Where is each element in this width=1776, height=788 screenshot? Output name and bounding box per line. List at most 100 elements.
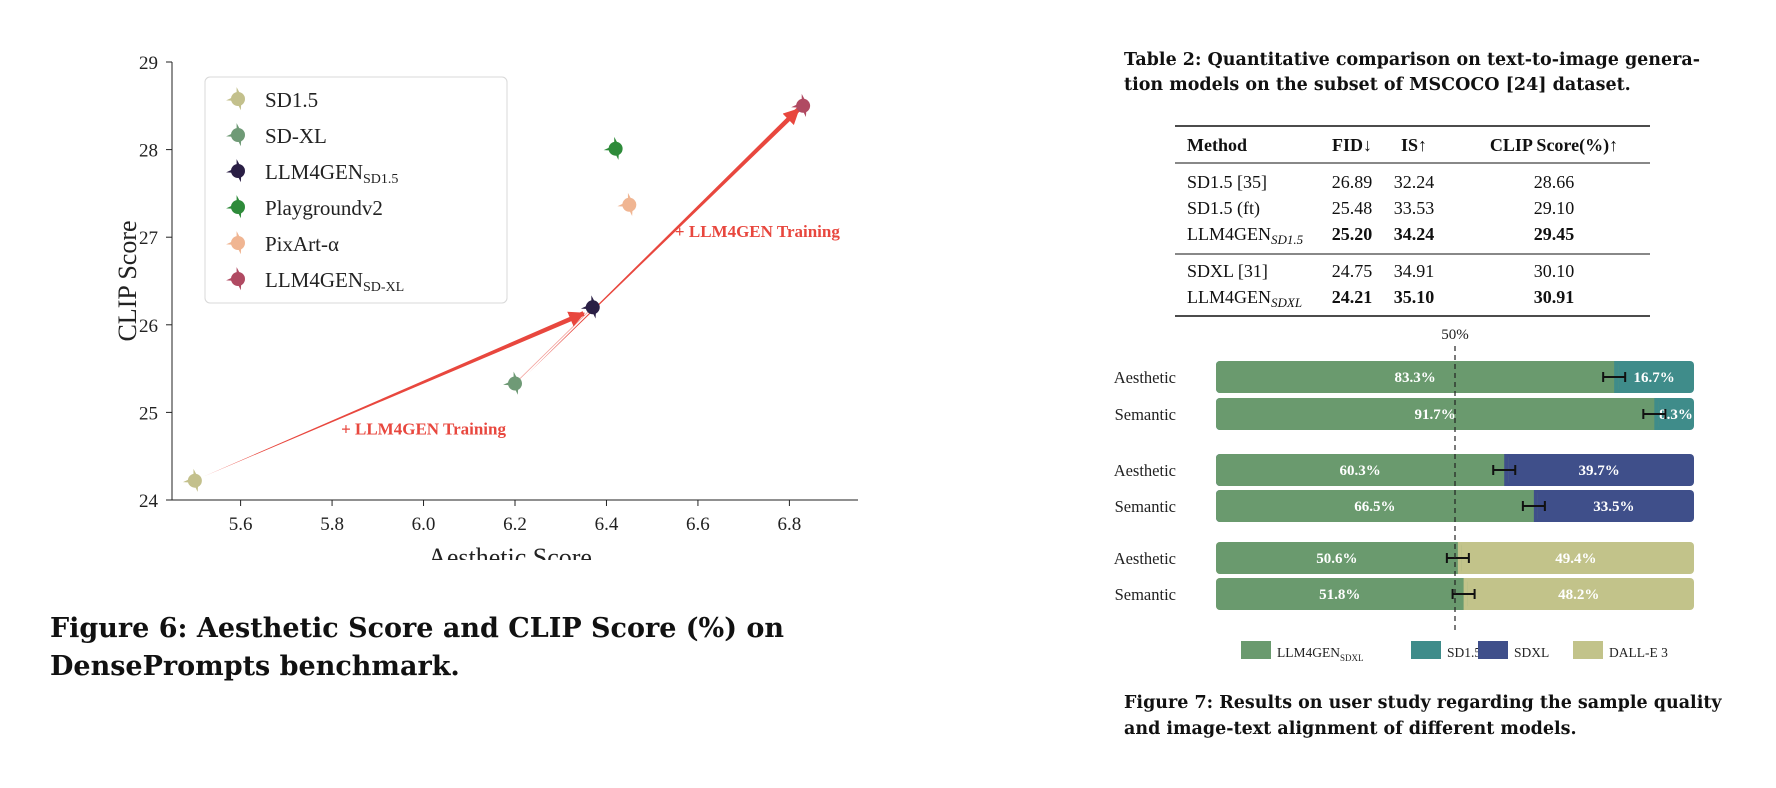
legend-item: Playgroundv2 [226, 195, 383, 220]
fig7-legend-label: SDXL [1514, 645, 1549, 660]
fig7-legend-swatch [1573, 641, 1603, 659]
bar-row-semantic: Semantic 91.7% 8.3% [1115, 398, 1694, 430]
data-point-llm4gen-sd1-5 [580, 295, 600, 319]
legend-box [204, 76, 508, 304]
annotation-training-2: + LLM4GEN Training [675, 222, 840, 241]
arrow-sd15-to-llm4gen [204, 311, 585, 477]
figure7-caption-line1: Figure 7: Results on user study regardin… [1124, 693, 1722, 713]
table2-caption-line1: Table 2: Quantitative comparison on text… [1124, 50, 1700, 70]
annotation-training-1: + LLM4GEN Training [341, 419, 506, 438]
point-fin [192, 480, 199, 492]
bar-row-semantic: Semantic 66.5% 33.5% [1115, 490, 1694, 522]
y-tick-label: 28 [139, 141, 158, 162]
figure6-scatter-chart: 5.6 5.8 6.0 6.2 6.4 6.6 6.8 24 25 26 27 28 29 Aesthet… [113, 53, 858, 560]
fig7-legend-item: DALL-E 3 [1573, 641, 1668, 660]
legend-item: SD1.5 [226, 87, 318, 112]
bar-segment-left [1216, 490, 1538, 522]
figure7-caption: Figure 7: Results on user study regardin… [1124, 690, 1764, 742]
point-fin [235, 279, 242, 291]
table-cell-method: SDXL [31] [1187, 261, 1268, 281]
legend-label: LLM4GENSD1.5 [265, 160, 398, 187]
y-tick-label: 29 [139, 53, 158, 74]
point-fin [226, 275, 241, 282]
table-row: SD1.5 (ft) 25.48 33.53 29.10 [1187, 198, 1574, 219]
connector-line [514, 306, 594, 384]
legend-label: Playgroundv2 [265, 196, 383, 220]
table-row: SD1.5 [35] 26.89 32.24 28.66 [1187, 172, 1574, 192]
bar-value-right: 48.2% [1558, 587, 1599, 603]
legend-item: LLM4GENSD1.5 [226, 159, 398, 187]
table-row: SDXL [31] 24.75 34.91 30.10 [1187, 261, 1574, 281]
point-fin [226, 203, 241, 210]
point-fin [235, 171, 242, 183]
y-tick-label: 26 [139, 316, 158, 337]
reference-line-label: 50% [1441, 327, 1469, 343]
data-point-sd-xl [503, 371, 522, 395]
fig7-legend-label: DALL-E 3 [1609, 645, 1668, 660]
bar-row-aesthetic: Aesthetic 83.3% 16.7% [1114, 361, 1694, 393]
point-fin [226, 95, 241, 102]
point-fin [613, 148, 620, 160]
figure6-caption: Figure 6: Aesthetic Score and CLIP Score… [50, 613, 785, 682]
legend-label: LLM4GENSD-XL [265, 268, 404, 295]
bar-segment-left [1216, 542, 1462, 574]
bar-value-right: 49.4% [1555, 551, 1596, 567]
bar-segment-left [1216, 398, 1659, 430]
point-fin [226, 131, 241, 138]
table-cell-is: 35.10 [1394, 287, 1435, 307]
bar-value-left: 51.8% [1319, 587, 1360, 603]
legend-item: LLM4GENSD-XL [226, 267, 404, 295]
point-fin [791, 102, 806, 108]
point-fin [627, 204, 633, 216]
x-axis-label: Aesthetic Score [428, 543, 592, 560]
table-cell-method: LLM4GENSDXL [1187, 287, 1302, 310]
point-fin [617, 201, 632, 207]
table-cell-clip: 29.45 [1534, 224, 1575, 244]
table-row: LLM4GENSDXL 24.21 35.10 30.91 [1187, 287, 1574, 310]
bar-value-left: 50.6% [1316, 551, 1357, 567]
fig7-legend-swatch [1241, 641, 1271, 659]
legend: SD1.5 SD-XL LLM4GENSD1.5 Playgroundv2 PixArt… [204, 76, 508, 304]
fig7-legend-item: LLM4GENSDXL [1241, 641, 1364, 663]
bar-row-label: Semantic [1115, 585, 1176, 604]
table-cell-clip: 28.66 [1534, 172, 1575, 192]
table-header-cell: FID↓ [1332, 135, 1372, 155]
fig7-legend-item: SD1.5 [1411, 641, 1481, 660]
table-cell-is: 32.24 [1394, 172, 1435, 192]
bar-row-label: Semantic [1115, 405, 1176, 424]
point-fin [235, 243, 242, 255]
x-tick-label: 6.6 [686, 514, 710, 535]
table-header-cell: Method [1187, 135, 1247, 155]
bar-value-right: 16.7% [1633, 370, 1674, 386]
table-cell-is: 34.24 [1394, 224, 1435, 244]
x-tick-label: 5.6 [229, 514, 253, 535]
bar-value-left: 83.3% [1394, 370, 1435, 386]
y-tick-label: 25 [139, 403, 158, 424]
bar-segment-left [1216, 361, 1619, 393]
bar-value-right: 8.3% [1659, 407, 1693, 423]
legend-label: SD-XL [265, 124, 327, 148]
bar-row-aesthetic: Aesthetic 60.3% 39.7% [1114, 454, 1694, 486]
table-cell-clip: 30.10 [1534, 261, 1575, 281]
data-point-llm4gen-sd-xl [791, 93, 811, 117]
data-point-sd1-5 [182, 468, 202, 492]
arrow-sd15-to-llm4gen-head [567, 311, 586, 327]
table-row: LLM4GENSD1.5 25.20 34.24 29.45 [1187, 224, 1574, 247]
point-fin [580, 303, 595, 310]
y-axis-label: CLIP Score [113, 220, 142, 341]
bar-row-aesthetic: Aesthetic 50.6% 49.4% [1114, 542, 1694, 574]
fig7-legend-label: SD1.5 [1447, 645, 1481, 660]
bar-value-left: 91.7% [1415, 407, 1456, 423]
table-cell-fid: 25.48 [1332, 198, 1373, 218]
bar-row-label: Aesthetic [1114, 549, 1176, 568]
fig7-legend-item: SDXL [1478, 641, 1549, 660]
point-fin [801, 105, 807, 117]
bar-value-right: 39.7% [1578, 463, 1619, 479]
legend-label: PixArt-α [265, 232, 339, 256]
table-cell-is: 33.53 [1394, 198, 1435, 218]
legend-item: PixArt-α [226, 231, 339, 256]
data-point-playgroundv2 [603, 136, 623, 160]
point-fin [512, 383, 519, 395]
table-cell-fid: 24.75 [1332, 261, 1373, 281]
